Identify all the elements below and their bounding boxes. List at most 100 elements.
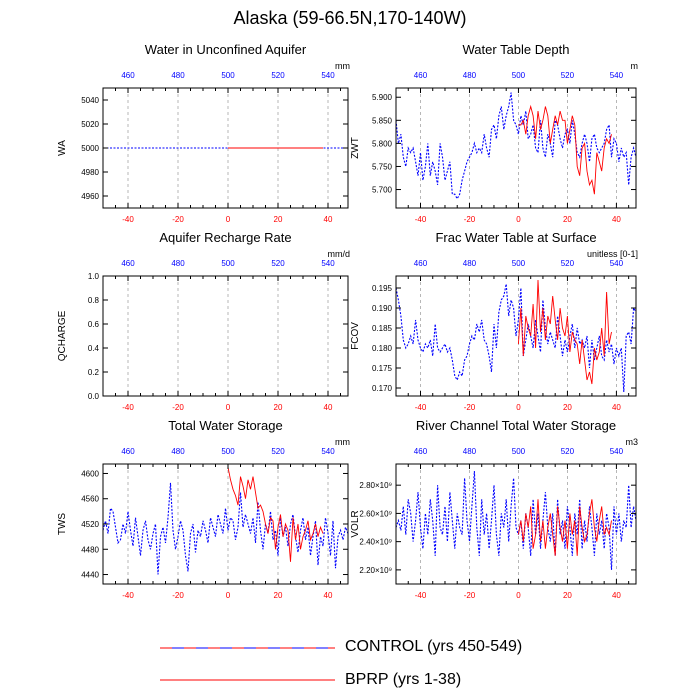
fcov-xtick-label-top: 500 xyxy=(512,259,526,268)
qcharge-xtick-label-bottom: 0 xyxy=(226,403,231,412)
wa-ytick-label: 5020 xyxy=(81,120,99,129)
zwt-ytick-label: 5.800 xyxy=(372,139,393,148)
qcharge-ytick-label: 0.2 xyxy=(88,368,100,377)
volr-xtick-label-bottom: -40 xyxy=(415,591,427,600)
wa-xtick-label-bottom: 40 xyxy=(324,215,333,224)
figure-title: Alaska (59-66.5N,170-140W) xyxy=(233,8,467,28)
zwt-units: m xyxy=(631,61,639,71)
fcov-ytick-label: 0.180 xyxy=(372,344,393,353)
qcharge-ytick-label: 0.0 xyxy=(88,392,100,401)
volr-xtick-label-top: 480 xyxy=(463,447,477,456)
volr-title: River Channel Total Water Storage xyxy=(416,418,616,433)
qcharge-xtick-label-top: 460 xyxy=(121,259,135,268)
tws-ytick-label: 4480 xyxy=(81,545,99,554)
qcharge-xtick-label-top: 520 xyxy=(271,259,285,268)
wa-xtick-label-top: 460 xyxy=(121,71,135,80)
volr-ytick-label: 2.60×10⁹ xyxy=(359,509,392,518)
qcharge-xtick-label-bottom: -40 xyxy=(122,403,134,412)
tws-frame xyxy=(102,463,349,585)
fcov-series-bprp xyxy=(517,279,612,385)
wa-xtick-label-top: 540 xyxy=(321,71,335,80)
volr-units: m3 xyxy=(625,437,638,447)
wa-ylabel: WA xyxy=(57,140,68,156)
tws-xtick-label-top: 480 xyxy=(171,447,185,456)
wa-xtick-label-bottom: 20 xyxy=(274,215,283,224)
volr-xtick-label-top: 500 xyxy=(512,447,526,456)
tws-xtick-label-bottom: 20 xyxy=(274,591,283,600)
wa-xtick-label-top: 480 xyxy=(171,71,185,80)
volr-series-bprp xyxy=(517,499,612,556)
fcov-xtick-label-top: 460 xyxy=(414,259,428,268)
zwt-xtick-label-top: 480 xyxy=(463,71,477,80)
tws-xtick-label-top: 460 xyxy=(121,447,135,456)
zwt-xtick-label-bottom: -40 xyxy=(415,215,427,224)
tws-ytick-label: 4520 xyxy=(81,520,99,529)
qcharge-ytick-label: 1.0 xyxy=(88,272,100,281)
fcov-ytick-label: 0.175 xyxy=(372,364,393,373)
wa-title: Water in Unconfined Aquifer xyxy=(145,42,307,57)
zwt-ytick-label: 5.850 xyxy=(372,116,393,125)
wa-ytick-label: 4960 xyxy=(81,192,99,201)
qcharge-xtick-label-bottom: -20 xyxy=(172,403,184,412)
volr-xtick-label-bottom: -20 xyxy=(464,591,476,600)
tws-xtick-label-bottom: 40 xyxy=(324,591,333,600)
volr-frame xyxy=(395,463,637,585)
tws-ytick-label: 4560 xyxy=(81,495,99,504)
fcov-xtick-label-top: 540 xyxy=(610,259,624,268)
volr-xtick-label-bottom: 0 xyxy=(516,591,521,600)
volr-xtick-label-top: 460 xyxy=(414,447,428,456)
wa-units: mm xyxy=(335,61,350,71)
zwt-xtick-label-top: 460 xyxy=(414,71,428,80)
volr-series-control xyxy=(395,471,637,570)
fcov-series-control xyxy=(395,283,637,393)
zwt-title: Water Table Depth xyxy=(463,42,570,57)
qcharge-ytick-label: 0.6 xyxy=(88,320,100,329)
fcov-ytick-label: 0.185 xyxy=(372,324,393,333)
zwt-ylabel: ZWT xyxy=(350,137,361,159)
volr-xtick-label-bottom: 20 xyxy=(563,591,572,600)
tws-xtick-label-bottom: -40 xyxy=(122,591,134,600)
tws-xtick-label-top: 520 xyxy=(271,447,285,456)
qcharge-xtick-label-top: 500 xyxy=(221,259,235,268)
fcov-xtick-label-bottom: 40 xyxy=(612,403,621,412)
qcharge-xtick-label-bottom: 20 xyxy=(274,403,283,412)
zwt-xtick-label-bottom: 0 xyxy=(516,215,521,224)
zwt-frame xyxy=(395,87,637,209)
tws-series-control xyxy=(102,482,349,575)
qcharge-units: mm/d xyxy=(328,249,351,259)
zwt-xtick-label-bottom: 40 xyxy=(612,215,621,224)
qcharge-ytick-label: 0.8 xyxy=(88,296,100,305)
volr-xtick-label-bottom: 40 xyxy=(612,591,621,600)
wa-ytick-label: 5000 xyxy=(81,144,99,153)
legend-control-label: CONTROL (yrs 450-549) xyxy=(345,638,523,655)
volr-ytick-label: 2.20×10⁹ xyxy=(359,566,392,575)
legend-control-line xyxy=(160,647,335,649)
zwt-xtick-label-bottom: 20 xyxy=(563,215,572,224)
zwt-ytick-label: 5.900 xyxy=(372,93,393,102)
tws-xtick-label-bottom: 0 xyxy=(226,591,231,600)
tws-xtick-label-top: 500 xyxy=(221,447,235,456)
fcov-xtick-label-bottom: 0 xyxy=(516,403,521,412)
fcov-title: Frac Water Table at Surface xyxy=(435,230,596,245)
tws-series-bprp xyxy=(227,467,324,562)
legend-bprp-label: BPRP (yrs 1-38) xyxy=(345,671,462,688)
volr-xtick-label-top: 540 xyxy=(610,447,624,456)
fcov-ylabel: FCOV xyxy=(350,322,361,350)
zwt-ytick-label: 5.750 xyxy=(372,162,393,171)
tws-ylabel: TWS xyxy=(57,513,68,536)
qcharge-xtick-label-top: 540 xyxy=(321,259,335,268)
tws-xtick-label-top: 540 xyxy=(321,447,335,456)
wa-ytick-label: 4980 xyxy=(81,168,99,177)
qcharge-ytick-label: 0.4 xyxy=(88,344,100,353)
tws-ytick-label: 4600 xyxy=(81,469,99,478)
wa-xtick-label-bottom: -20 xyxy=(172,215,184,224)
zwt-xtick-label-top: 500 xyxy=(512,71,526,80)
zwt-series-bprp xyxy=(518,104,612,195)
volr-ytick-label: 2.80×10⁹ xyxy=(359,481,392,490)
volr-ylabel: VOLR xyxy=(350,510,361,537)
tws-title: Total Water Storage xyxy=(168,418,282,433)
qcharge-xtick-label-top: 480 xyxy=(171,259,185,268)
fcov-ytick-label: 0.195 xyxy=(372,284,393,293)
fcov-frame xyxy=(395,275,637,397)
